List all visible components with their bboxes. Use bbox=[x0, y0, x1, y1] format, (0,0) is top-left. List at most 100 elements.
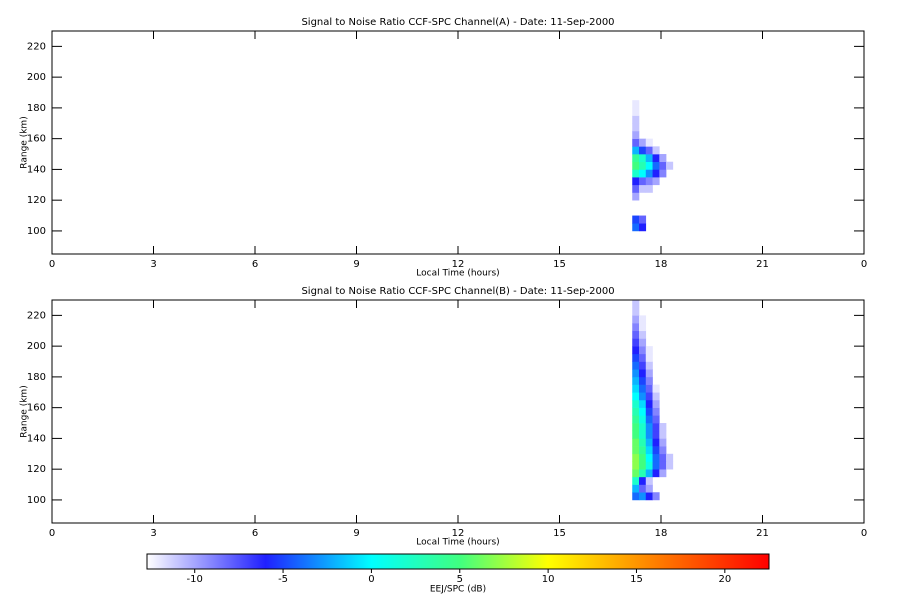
heat-cell bbox=[632, 392, 640, 401]
heat-cell bbox=[645, 392, 653, 401]
heat-cell bbox=[632, 146, 640, 155]
heat-cell bbox=[645, 423, 653, 432]
heat-cell bbox=[645, 415, 653, 424]
y-tick-label: 180 bbox=[27, 103, 46, 114]
heat-cell bbox=[659, 453, 667, 462]
heat-cell bbox=[666, 461, 674, 470]
x-tick-label: 21 bbox=[756, 259, 769, 270]
heat-cell bbox=[652, 469, 660, 478]
heat-cell bbox=[652, 177, 660, 186]
heat-cell bbox=[645, 453, 653, 462]
x-axis-label: Local Time (hours) bbox=[416, 269, 499, 279]
heat-cell bbox=[632, 315, 640, 324]
heat-cell bbox=[639, 169, 647, 178]
heat-cell bbox=[639, 315, 647, 324]
heat-cell bbox=[645, 376, 653, 385]
colorbar-tick-label: -5 bbox=[278, 574, 288, 585]
heat-cell bbox=[632, 161, 640, 170]
heat-cell bbox=[632, 169, 640, 178]
heat-cell bbox=[639, 369, 647, 378]
heat-cell bbox=[645, 154, 653, 163]
heat-cell bbox=[666, 453, 674, 462]
heat-cell bbox=[639, 469, 647, 478]
heat-cell bbox=[632, 338, 640, 347]
colorbar-tick-label: 10 bbox=[542, 574, 555, 585]
heat-cell bbox=[645, 177, 653, 186]
heat-cell bbox=[645, 407, 653, 416]
heat-cell bbox=[659, 423, 667, 432]
heat-cell bbox=[632, 107, 640, 116]
heat-cell bbox=[639, 361, 647, 370]
x-tick-label: 15 bbox=[553, 528, 566, 539]
x-axis-label: Local Time (hours) bbox=[416, 538, 499, 548]
heat-cell bbox=[659, 469, 667, 478]
y-axis-label: Range (km) bbox=[20, 385, 30, 437]
x-tick-label: 18 bbox=[655, 259, 668, 270]
heat-cell bbox=[645, 484, 653, 493]
heat-cell bbox=[645, 399, 653, 408]
y-tick-label: 120 bbox=[27, 195, 46, 206]
heat-cell bbox=[639, 446, 647, 455]
heat-cell bbox=[639, 392, 647, 401]
heat-cell bbox=[645, 438, 653, 447]
heat-cell bbox=[632, 177, 640, 186]
heat-cell bbox=[652, 461, 660, 470]
heat-cell bbox=[639, 415, 647, 424]
heat-cell bbox=[645, 138, 653, 147]
x-tick-label: 9 bbox=[353, 528, 359, 539]
y-tick-label: 220 bbox=[27, 310, 46, 321]
y-tick-label: 220 bbox=[27, 41, 46, 52]
heat-cell bbox=[632, 323, 640, 332]
heat-cell bbox=[645, 184, 653, 193]
heat-cell bbox=[632, 138, 640, 147]
heat-cell bbox=[645, 384, 653, 393]
heat-cell bbox=[632, 461, 640, 470]
heat-cell bbox=[632, 423, 640, 432]
chart-title: Signal to Noise Ratio CCF-SPC Channel(B)… bbox=[301, 286, 614, 297]
heat-cell bbox=[632, 492, 640, 501]
heat-cell bbox=[632, 330, 640, 339]
heat-cell bbox=[652, 407, 660, 416]
y-tick-label: 120 bbox=[27, 464, 46, 475]
heat-cell bbox=[652, 423, 660, 432]
heat-cell bbox=[632, 346, 640, 355]
x-tick-label: 9 bbox=[353, 259, 359, 270]
heat-cell bbox=[632, 215, 640, 224]
heat-cell bbox=[645, 369, 653, 378]
heat-cell bbox=[632, 115, 640, 124]
heat-cell bbox=[632, 123, 640, 132]
y-tick-label: 200 bbox=[27, 341, 46, 352]
colorbar-tick-label: 5 bbox=[457, 574, 463, 585]
heat-cell bbox=[639, 399, 647, 408]
heat-cell bbox=[632, 399, 640, 408]
heat-cell bbox=[632, 369, 640, 378]
heat-cell bbox=[632, 415, 640, 424]
colorbar bbox=[146, 553, 770, 570]
heat-cell bbox=[632, 476, 640, 485]
heat-cell bbox=[652, 438, 660, 447]
x-tick-label: 3 bbox=[150, 528, 156, 539]
heat-cell bbox=[639, 476, 647, 485]
heat-cell bbox=[645, 492, 653, 501]
heat-cell bbox=[639, 453, 647, 462]
x-tick-label: 6 bbox=[252, 528, 258, 539]
colorbar-tick-label: 20 bbox=[718, 574, 731, 585]
heat-cell bbox=[645, 346, 653, 355]
heat-cell bbox=[652, 492, 660, 501]
heat-cell bbox=[632, 484, 640, 493]
heat-cell bbox=[659, 461, 667, 470]
heat-cell bbox=[632, 430, 640, 439]
heat-cell bbox=[632, 384, 640, 393]
heat-cell bbox=[632, 223, 640, 232]
heat-cell bbox=[659, 438, 667, 447]
heat-cell bbox=[632, 407, 640, 416]
heat-cell bbox=[652, 161, 660, 170]
heat-cell bbox=[666, 161, 674, 170]
heat-cell bbox=[652, 453, 660, 462]
heat-cell bbox=[645, 469, 653, 478]
heat-cell bbox=[639, 154, 647, 163]
heat-cell bbox=[645, 446, 653, 455]
x-tick-label: 3 bbox=[150, 259, 156, 270]
heat-cell bbox=[639, 484, 647, 493]
colorbar-tick-label: 15 bbox=[630, 574, 643, 585]
